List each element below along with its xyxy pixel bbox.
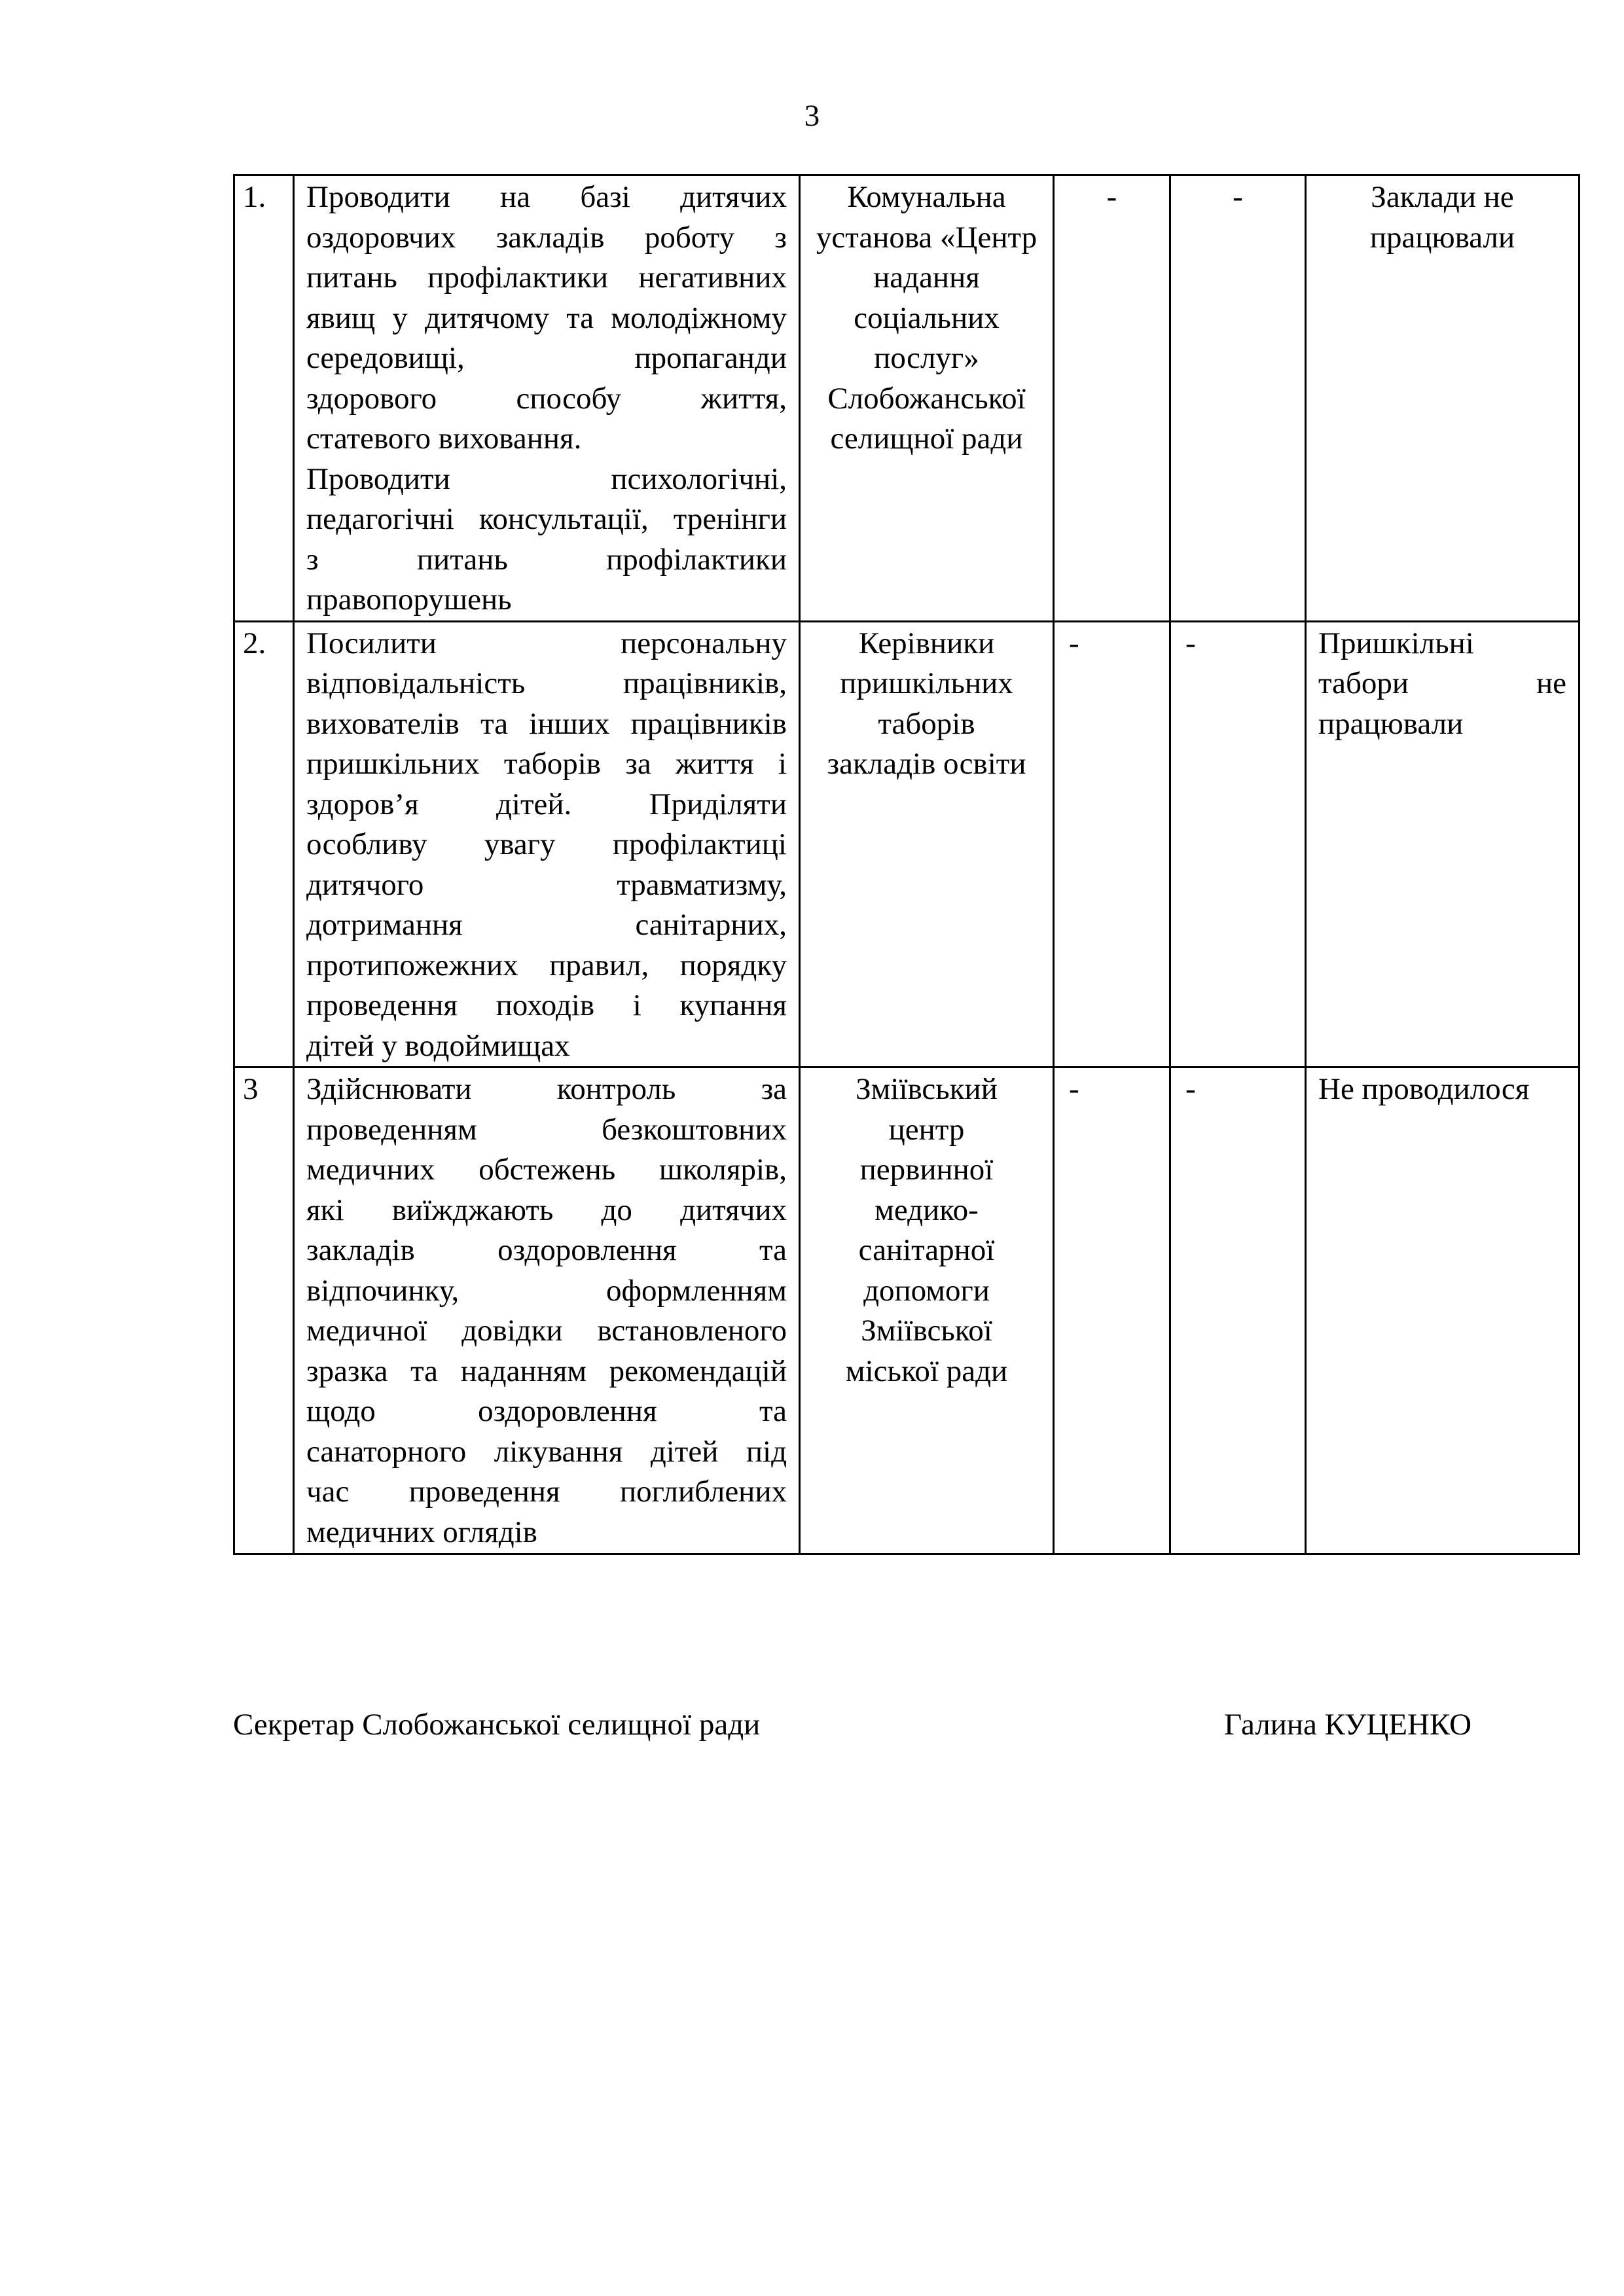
measure-text-line: які виїжджають до дитячих xyxy=(306,1193,787,1227)
row-number: 1. xyxy=(243,180,266,214)
measure-text-line: Проводити на базі дитячих xyxy=(306,180,787,214)
measure-text-line: здорового способу життя, xyxy=(306,381,787,416)
row-number-cell: 1. xyxy=(233,174,295,622)
col4-value: - xyxy=(1106,180,1117,214)
executor-text-line: пришкільних xyxy=(840,666,1013,700)
measure-text-line: відпочинку, оформленням xyxy=(306,1273,787,1308)
col5-cell: - xyxy=(1169,620,1307,1068)
measure-text-line: медичних оглядів xyxy=(306,1515,537,1549)
measure-text-line: дотримання санітарних, xyxy=(306,908,787,942)
measure-text-line: щодо оздоровлення та xyxy=(306,1394,787,1428)
col5-value: - xyxy=(1185,626,1196,660)
result-text-line: Не проводилося xyxy=(1318,1072,1530,1106)
executor-cell: Зміївський центр первинної медико-санітарно… xyxy=(799,1066,1055,1555)
row-number-cell: 3 xyxy=(233,1066,295,1555)
col4-cell: - xyxy=(1053,174,1171,622)
table-row: 3 Здійснювати контроль за проведенням безк… xyxy=(233,1066,1580,1555)
measure-cell: Проводити на базі дитячих оздоровчих закл… xyxy=(293,174,801,622)
result-cell: Пришкільні табори не працювали xyxy=(1305,620,1580,1068)
executor-text-line: санітарної xyxy=(858,1233,995,1267)
executor-text-line: Зміївський xyxy=(856,1072,998,1106)
measure-text-line: санаторного лікування дітей під xyxy=(306,1434,787,1469)
result-text-line: працювали xyxy=(1318,706,1464,741)
executor-text-line: соціальних xyxy=(854,300,1000,335)
executor-text-line: медико- xyxy=(875,1193,979,1227)
measure-text-line: вихователів та інших працівників xyxy=(306,706,787,741)
col4-cell: - xyxy=(1053,1066,1171,1555)
measure-text-line: оздоровчих закладів роботу з xyxy=(306,220,787,255)
measure-text-line: дітей у водоймищах xyxy=(306,1028,570,1063)
result-text-line: Заклади не xyxy=(1371,180,1514,214)
measure-text-line: відповідальність працівників, xyxy=(306,666,787,700)
executor-cell: Комунальна установа «Центр надання соціальн… xyxy=(799,174,1055,622)
measure-text-line: статевого виховання. xyxy=(306,422,582,456)
executor-text-line: первинної xyxy=(859,1153,994,1187)
measure-text-line: пришкільних таборів за життя і xyxy=(306,747,787,781)
result-text-line: Пришкільні xyxy=(1318,626,1474,660)
measure-text-line: особливу увагу профілактиці xyxy=(306,827,787,861)
executor-text-line: центр xyxy=(888,1112,965,1147)
executor-text-line: таборів xyxy=(878,706,975,741)
result-text-line: табори не xyxy=(1318,666,1566,700)
table-row: 1. Проводити на базі дитячих оздоровчих за… xyxy=(233,174,1580,622)
measure-text-line: Здійснювати контроль за xyxy=(306,1072,787,1106)
col5-value: - xyxy=(1185,1072,1196,1106)
measure-text-line: Посилити персональну xyxy=(306,626,787,660)
measure-text-line: закладів оздоровлення та xyxy=(306,1233,787,1267)
col4-cell: - xyxy=(1053,620,1171,1068)
executor-text-line: Керівники xyxy=(858,626,995,660)
executor-text-line: Слобожанської xyxy=(827,381,1026,416)
executor-text-line: послуг» xyxy=(874,341,979,375)
result-text-line: працювали xyxy=(1369,220,1515,255)
col4-value: - xyxy=(1069,1072,1079,1106)
executor-text-line: селищної ради xyxy=(830,422,1023,456)
row-number: 3 xyxy=(243,1072,259,1106)
measure-text-line: Проводити психологічні, xyxy=(306,461,787,496)
result-cell: Заклади не працювали xyxy=(1305,174,1580,622)
measure-text-line: правопорушень xyxy=(306,583,512,617)
measure-text-line: питань профілактики негативних xyxy=(306,260,787,295)
measure-text-line: з питань профілактики xyxy=(306,542,787,577)
executor-text-line: допомоги xyxy=(863,1273,990,1308)
row-number: 2. xyxy=(243,626,266,660)
row-number-cell: 2. xyxy=(233,620,295,1068)
measure-text-line: педагогічні консультації, тренінги xyxy=(306,502,787,536)
executor-cell: Керівники пришкільних таборів закладів осві… xyxy=(799,620,1055,1068)
executor-text-line: закладів освіти xyxy=(827,747,1026,781)
executor-text-line: міської ради xyxy=(845,1354,1008,1388)
measures-table: 1. Проводити на базі дитячих оздоровчих за… xyxy=(233,174,1580,1555)
measure-text-line: явищ у дитячому та молодіжному xyxy=(306,300,787,335)
col5-cell: - xyxy=(1169,174,1307,622)
measure-text-line: здоров’я дітей. Приділяти xyxy=(306,787,787,821)
executor-text-line: Зміївської xyxy=(861,1314,992,1348)
page-number: 3 xyxy=(804,99,820,133)
signature-position: Секретар Слобожанської селищної ради xyxy=(233,1708,761,1742)
executor-text-line: Комунальна xyxy=(847,180,1006,214)
executor-text-line: надання xyxy=(873,260,980,295)
measure-cell: Здійснювати контроль за проведенням безко… xyxy=(293,1066,801,1555)
table-row: 2. Посилити персональну відповідальність п… xyxy=(233,620,1580,1068)
executor-text-line: установа «Центр xyxy=(816,220,1038,255)
col5-cell: - xyxy=(1169,1066,1307,1555)
measure-text-line: медичної довідки встановленого xyxy=(306,1314,787,1348)
measure-text-line: зразка та наданням рекомендацій xyxy=(306,1354,787,1388)
result-cell: Не проводилося xyxy=(1305,1066,1580,1555)
measure-text-line: проведення походів і купання xyxy=(306,988,787,1022)
measure-cell: Посилити персональну відповідальність пра… xyxy=(293,620,801,1068)
measure-text-line: проведенням безкоштовних xyxy=(306,1112,787,1147)
measure-text-line: час проведення поглиблених xyxy=(306,1475,787,1509)
measure-text-line: медичних обстежень школярів, xyxy=(306,1153,787,1187)
measure-text-line: протипожежних правил, порядку xyxy=(306,948,787,982)
col4-value: - xyxy=(1069,626,1079,660)
col5-value: - xyxy=(1233,180,1243,214)
measure-text-line: середовищі, пропаганди xyxy=(306,341,787,375)
signature-name: Галина КУЦЕНКО xyxy=(1224,1708,1472,1742)
measure-text-line: дитячого травматизму, xyxy=(306,867,787,902)
